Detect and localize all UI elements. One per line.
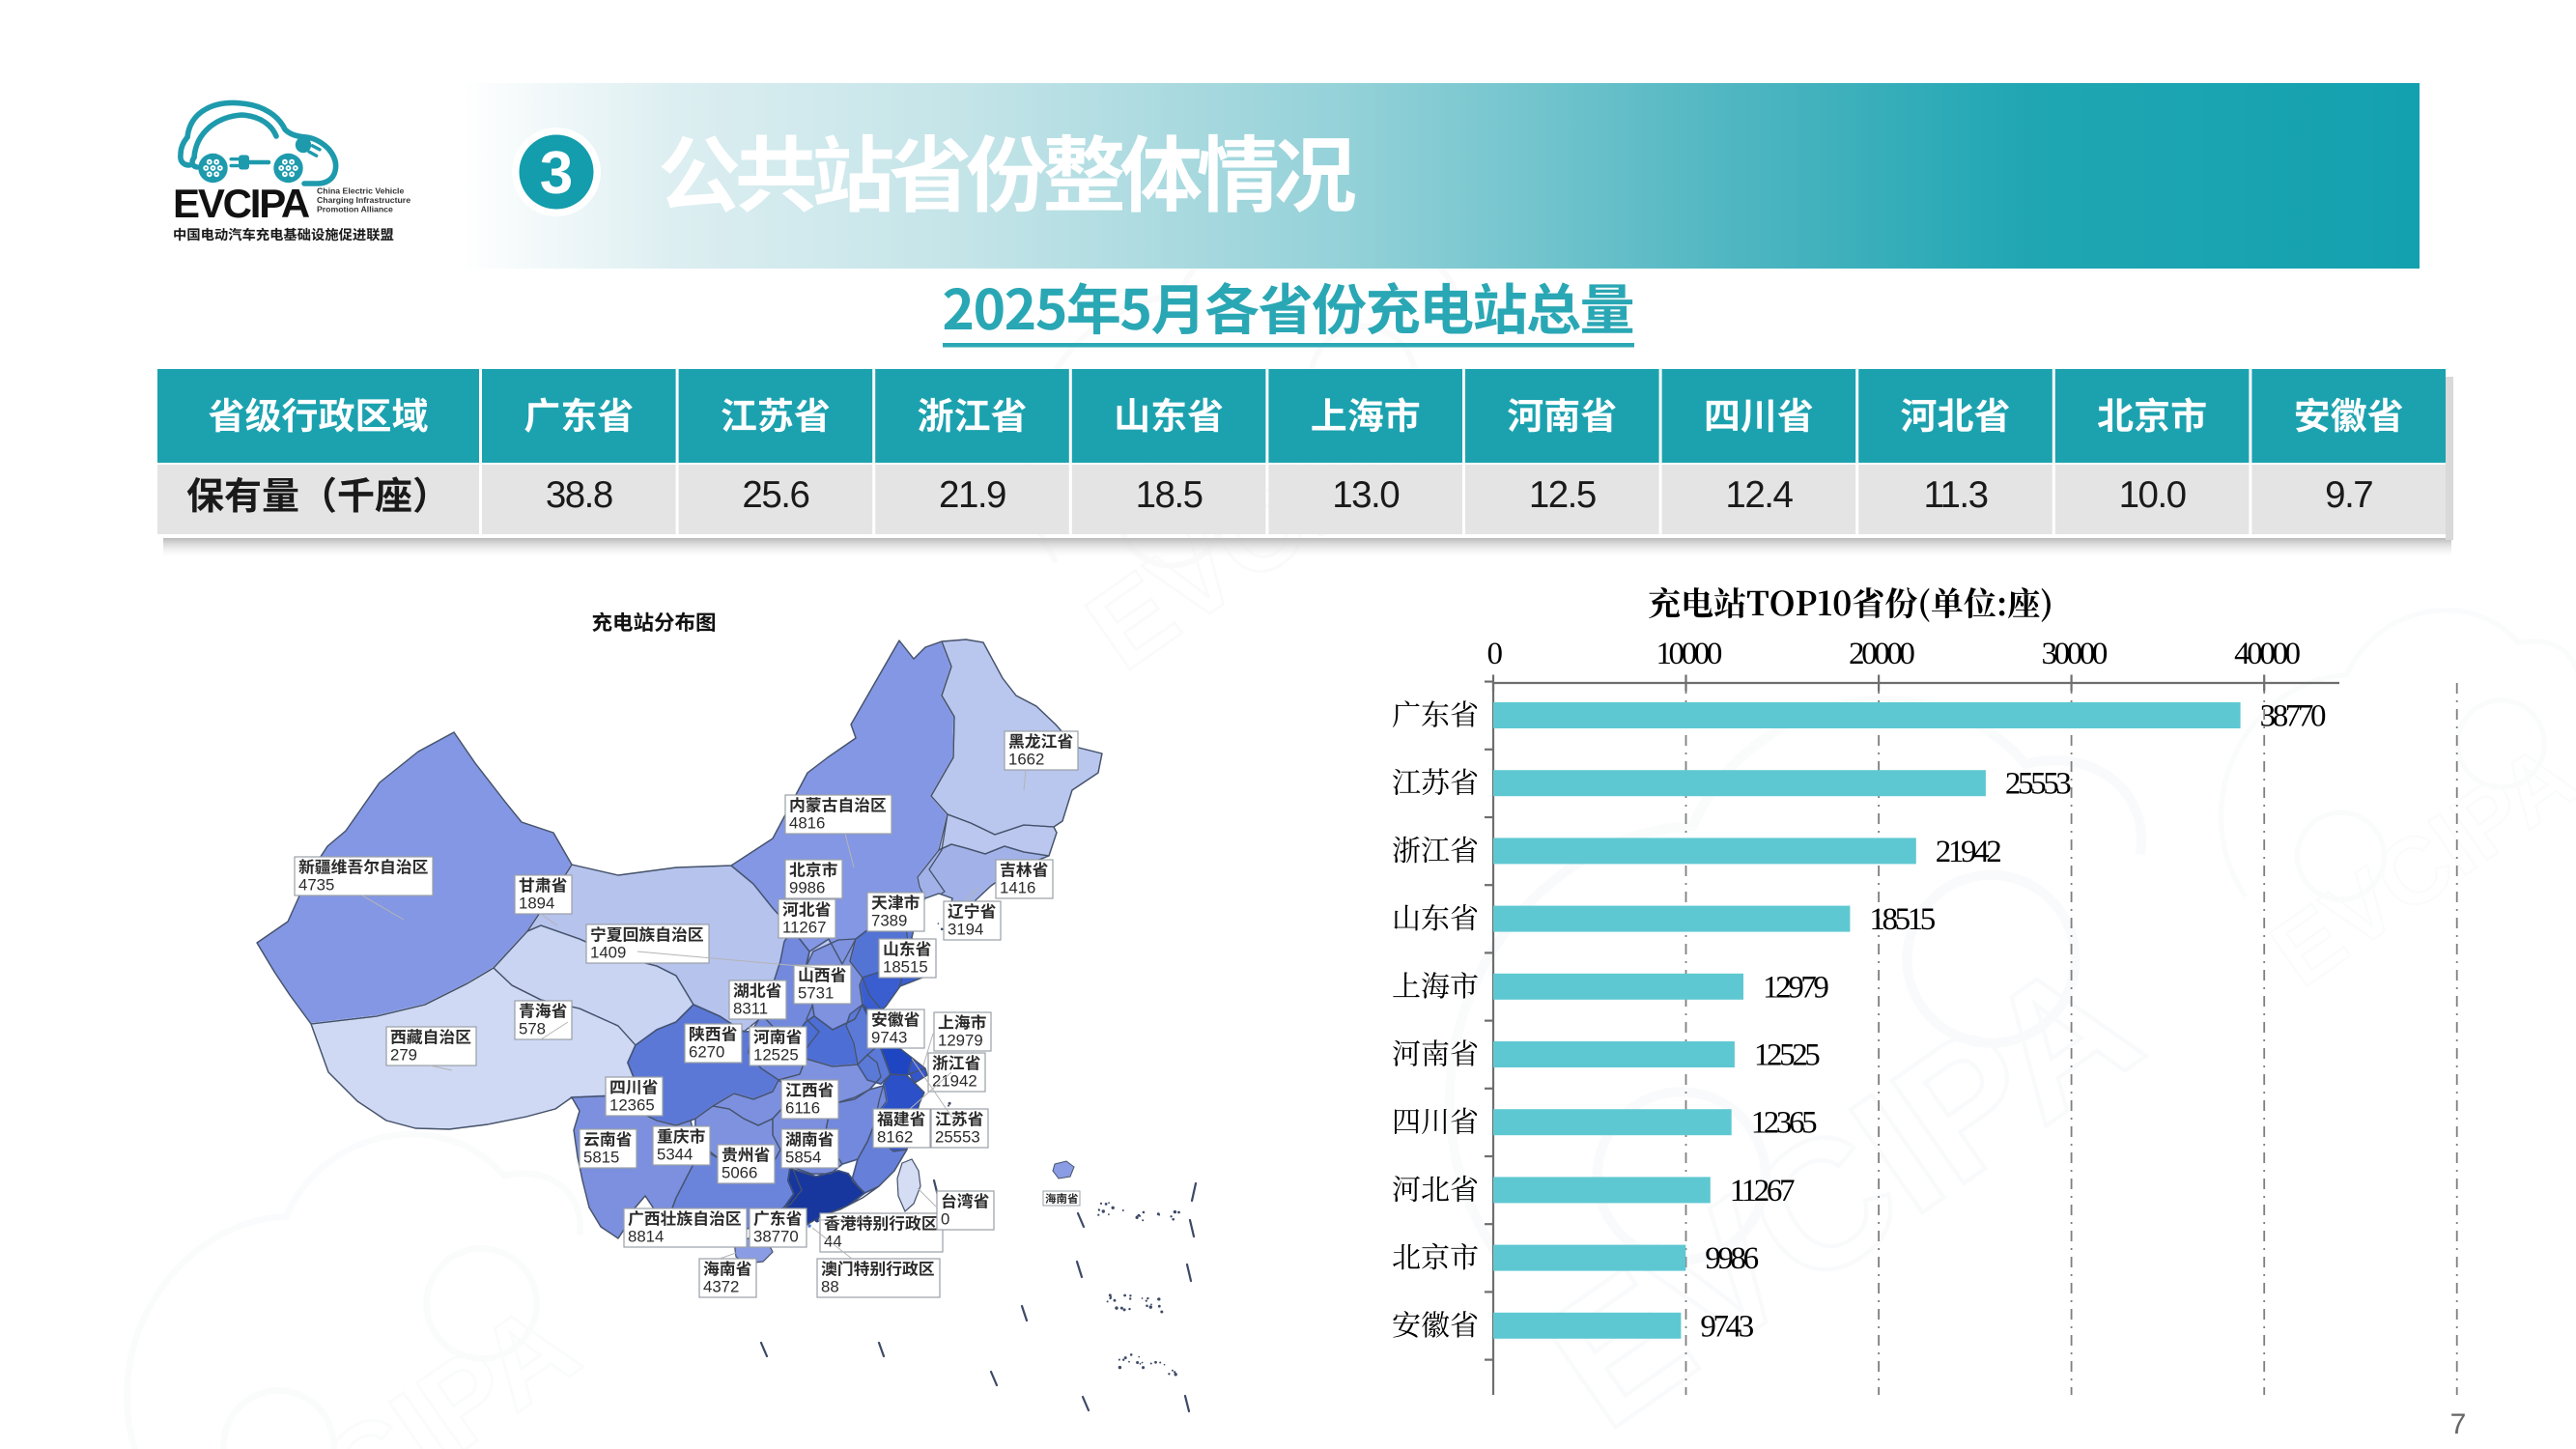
svg-text:1409: 1409 <box>590 944 626 962</box>
svg-text:EVCIPA: EVCIPA <box>173 181 310 226</box>
svg-text:8162: 8162 <box>877 1128 913 1147</box>
svg-text:4735: 4735 <box>298 876 334 895</box>
svg-text:1416: 1416 <box>1000 879 1035 897</box>
svg-text:21.9: 21.9 <box>939 474 1005 516</box>
svg-text:5815: 5815 <box>583 1149 619 1167</box>
svg-text:3: 3 <box>540 140 573 207</box>
svg-text:China Electric Vehicle: China Electric Vehicle <box>317 186 404 196</box>
svg-text:30000: 30000 <box>2042 637 2108 671</box>
svg-text:18515: 18515 <box>883 958 928 977</box>
svg-text:38.8: 38.8 <box>546 474 612 516</box>
svg-text:12979: 12979 <box>1763 970 1828 1005</box>
svg-text:21942: 21942 <box>1936 835 2000 869</box>
svg-text:8311: 8311 <box>733 1000 768 1018</box>
svg-text:11267: 11267 <box>782 919 826 937</box>
svg-text:12.5: 12.5 <box>1529 474 1596 516</box>
svg-text:5731: 5731 <box>798 984 834 1003</box>
svg-text:38770: 38770 <box>2260 699 2326 734</box>
svg-text:279: 279 <box>390 1046 417 1065</box>
svg-text:7389: 7389 <box>871 912 907 930</box>
svg-text:12525: 12525 <box>753 1046 799 1065</box>
svg-text:0: 0 <box>941 1210 949 1229</box>
svg-text:1894: 1894 <box>519 895 554 913</box>
svg-text:3194: 3194 <box>948 921 983 939</box>
svg-text:1662: 1662 <box>1008 751 1044 769</box>
svg-text:9986: 9986 <box>1705 1241 1758 1276</box>
svg-text:6116: 6116 <box>785 1099 820 1118</box>
svg-text:Charging Infrastructure: Charging Infrastructure <box>317 195 410 205</box>
svg-text:4372: 4372 <box>703 1278 739 1296</box>
svg-text:9743: 9743 <box>1700 1309 1753 1344</box>
svg-text:40000: 40000 <box>2234 637 2300 671</box>
svg-text:5066: 5066 <box>722 1164 757 1182</box>
svg-text:11267: 11267 <box>1730 1174 1795 1208</box>
svg-text:25.6: 25.6 <box>742 474 808 516</box>
svg-text:25553: 25553 <box>2005 767 2071 802</box>
svg-text:8814: 8814 <box>628 1228 664 1246</box>
svg-text:21942: 21942 <box>932 1072 977 1091</box>
svg-text:12979: 12979 <box>938 1032 983 1050</box>
svg-text:12525: 12525 <box>1754 1038 1820 1073</box>
svg-text:12365: 12365 <box>609 1096 655 1115</box>
svg-text:10000: 10000 <box>1656 637 1721 671</box>
svg-text:6270: 6270 <box>689 1043 724 1062</box>
svg-text:5854: 5854 <box>785 1149 821 1167</box>
svg-text:25553: 25553 <box>935 1128 980 1147</box>
svg-text:18.5: 18.5 <box>1136 474 1203 516</box>
svg-text:20000: 20000 <box>1849 637 1914 671</box>
svg-text:12.4: 12.4 <box>1725 474 1793 516</box>
svg-text:13.0: 13.0 <box>1332 474 1399 516</box>
svg-text:7: 7 <box>2450 1408 2467 1440</box>
svg-text:18515: 18515 <box>1869 902 1935 937</box>
svg-text:5344: 5344 <box>657 1146 693 1164</box>
svg-text:Promotion Alliance: Promotion Alliance <box>317 205 393 214</box>
svg-text:11.3: 11.3 <box>1923 474 1987 516</box>
svg-text:578: 578 <box>519 1020 546 1038</box>
svg-text:44: 44 <box>824 1233 842 1251</box>
svg-text:88: 88 <box>821 1278 839 1296</box>
svg-text:9.7: 9.7 <box>2325 474 2372 516</box>
svg-text:9986: 9986 <box>789 879 825 897</box>
svg-text:12365: 12365 <box>1751 1106 1817 1141</box>
svg-text:4816: 4816 <box>789 814 825 833</box>
svg-text:38770: 38770 <box>753 1228 799 1246</box>
svg-text:9743: 9743 <box>871 1029 907 1047</box>
svg-text:10.0: 10.0 <box>2119 474 2186 516</box>
